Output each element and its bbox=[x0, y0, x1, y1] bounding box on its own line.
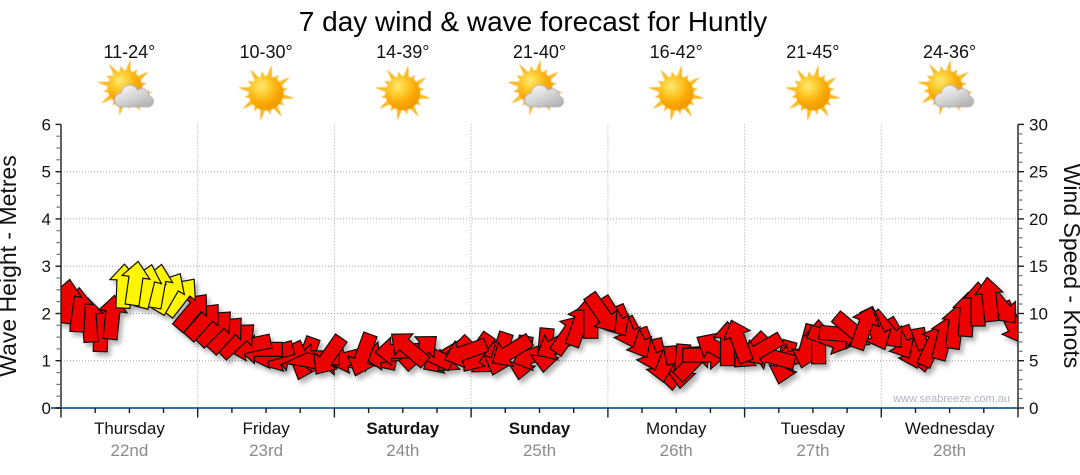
svg-text:10: 10 bbox=[1029, 305, 1048, 324]
svg-text:3: 3 bbox=[42, 257, 51, 276]
svg-text:27th: 27th bbox=[796, 441, 829, 460]
svg-text:26th: 26th bbox=[660, 441, 693, 460]
svg-text:23rd: 23rd bbox=[249, 441, 283, 460]
svg-text:Tuesday: Tuesday bbox=[781, 419, 846, 438]
svg-text:Wind Speed - Knots: Wind Speed - Knots bbox=[1059, 164, 1080, 369]
svg-text:7 day wind & wave forecast for: 7 day wind & wave forecast for Huntly bbox=[299, 6, 767, 37]
svg-text:0: 0 bbox=[1029, 399, 1038, 418]
svg-text:6: 6 bbox=[42, 115, 51, 134]
svg-text:Monday: Monday bbox=[646, 419, 707, 438]
svg-text:24th: 24th bbox=[386, 441, 419, 460]
svg-text:24-36°: 24-36° bbox=[923, 42, 976, 62]
svg-text:Wave Height - Metres: Wave Height - Metres bbox=[0, 155, 21, 377]
svg-text:28th: 28th bbox=[933, 441, 966, 460]
svg-text:25: 25 bbox=[1029, 163, 1048, 182]
svg-text:Saturday: Saturday bbox=[366, 419, 439, 438]
svg-text:www.seabreeze.com.au: www.seabreeze.com.au bbox=[892, 393, 1010, 405]
svg-text:25th: 25th bbox=[523, 441, 556, 460]
svg-text:21-40°: 21-40° bbox=[513, 42, 566, 62]
svg-text:Wednesday: Wednesday bbox=[905, 419, 995, 438]
svg-text:Thursday: Thursday bbox=[94, 419, 165, 438]
svg-text:5: 5 bbox=[42, 163, 51, 182]
svg-text:Sunday: Sunday bbox=[509, 419, 571, 438]
svg-text:0: 0 bbox=[42, 399, 51, 418]
svg-text:21-45°: 21-45° bbox=[786, 42, 839, 62]
svg-text:2: 2 bbox=[42, 305, 51, 324]
svg-text:Friday: Friday bbox=[242, 419, 290, 438]
svg-text:10-30°: 10-30° bbox=[239, 42, 292, 62]
svg-text:20: 20 bbox=[1029, 210, 1048, 229]
svg-text:16-42°: 16-42° bbox=[650, 42, 703, 62]
svg-text:22nd: 22nd bbox=[110, 441, 148, 460]
svg-text:11-24°: 11-24° bbox=[103, 42, 155, 62]
svg-text:14-39°: 14-39° bbox=[376, 42, 429, 62]
svg-text:4: 4 bbox=[42, 210, 51, 229]
svg-text:30: 30 bbox=[1029, 115, 1048, 134]
svg-text:5: 5 bbox=[1029, 352, 1038, 371]
svg-text:1: 1 bbox=[42, 352, 51, 371]
svg-text:15: 15 bbox=[1029, 257, 1048, 276]
